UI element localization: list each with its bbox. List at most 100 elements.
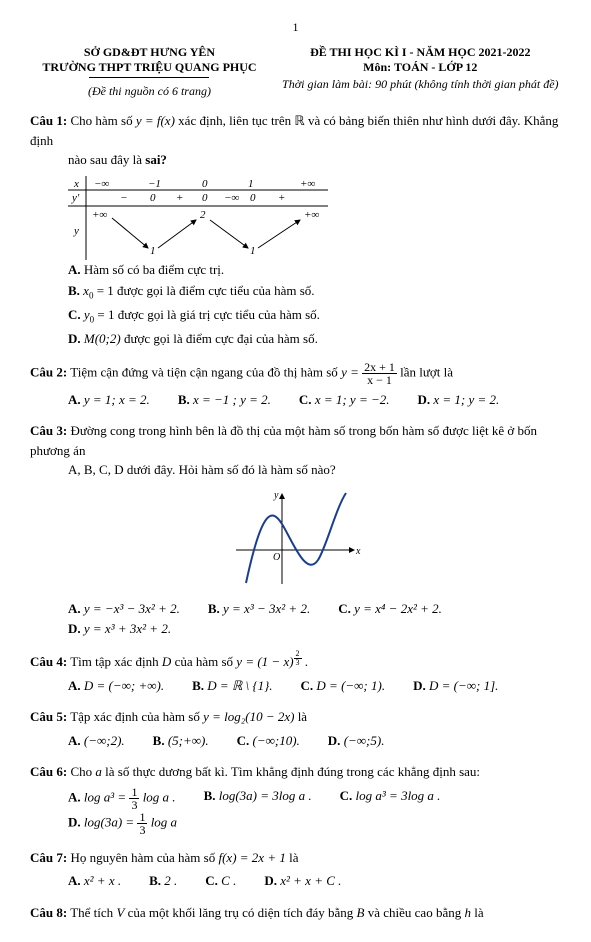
q5-options: A. (−∞;2). B. (5;+∞). C. (−∞;10). D. (−∞… [68, 731, 561, 751]
q2-B-text: x = −1 ; y = 2. [193, 392, 271, 407]
question-1: Câu 1: Cho hàm số y = f(x) xác định, liê… [30, 111, 561, 349]
q8-text-c: và chiều cao bằng [368, 905, 465, 920]
title-main: ĐỀ THI HỌC KÌ I - NĂM HỌC 2021-2022 [280, 45, 561, 60]
header-left: SỞ GD&ĐT HƯNG YÊN TRƯỜNG THPT TRIỆU QUAN… [30, 45, 269, 99]
q6-A-pre: log a³ = [84, 789, 130, 804]
q2-C-text: x = 1; y = −2. [315, 392, 390, 407]
org-school: TRƯỜNG THPT TRIỆU QUANG PHỤC [30, 60, 269, 75]
q1-optB: B. x0 = 1 được gọi là điểm cực tiểu của … [68, 281, 561, 303]
svg-text:y′: y′ [71, 192, 80, 204]
q7-C-text: C . [221, 873, 236, 888]
q3-optD: D. y = x³ + 3x² + 2. [68, 619, 171, 639]
q3-optA: A. y = −x³ − 3x² + 2. [68, 599, 180, 619]
q2-frac-den: x − 1 [362, 374, 397, 386]
q2-text-a: Tiệm cận đứng và tiện cận ngang của đồ t… [70, 364, 341, 379]
q1-text-a: Cho hàm số [70, 113, 135, 128]
q1-fn: y = f(x) [136, 113, 175, 128]
q8-V: V [116, 905, 124, 920]
q2-A-text: y = 1; x = 2. [84, 392, 150, 407]
question-3: Câu 3: Đường cong trong hình bên là đồ t… [30, 421, 561, 638]
q1-label: Câu 1: [30, 113, 67, 128]
org-top: SỞ GD&ĐT HƯNG YÊN [30, 45, 269, 60]
svg-text:O: O [273, 552, 280, 563]
q3-graph-svg: x y O [226, 488, 366, 588]
q6-B-text: log(3a) = 3log a . [219, 788, 312, 803]
q7-optB: B. 2 . [149, 871, 177, 891]
q6-optC: C. log a³ = 3log a . [340, 786, 441, 811]
q4-text-a: Tìm tập xác định [70, 654, 162, 669]
q1-set: ℝ [294, 113, 304, 128]
q5-optA: A. (−∞;2). [68, 731, 125, 751]
q5-label: Câu 5: [30, 709, 67, 724]
q3-optB: B. y = x³ − 3x² + 2. [208, 599, 310, 619]
q1-optD-var: M(0;2) [84, 331, 121, 346]
title-subject: Môn: TOÁN - LỚP 12 [280, 60, 561, 75]
q4-exp-den: 3 [294, 659, 302, 667]
q3-graph: x y O [30, 488, 561, 594]
svg-text:+: + [176, 192, 183, 204]
q4-optA: A. D = (−∞; +∞). [68, 676, 164, 696]
q6-D-post: log a [147, 814, 177, 829]
q3-C-text: y = x⁴ − 2x² + 2. [354, 601, 442, 616]
q5-fn: y = log₂(10 − 2x) [203, 709, 294, 724]
svg-text:+∞: +∞ [92, 209, 107, 221]
q5-A-text: (−∞;2). [84, 733, 125, 748]
svg-text:y: y [73, 225, 79, 237]
q6-optD: D. log(3a) = 13 log a [68, 811, 177, 836]
svg-text:−∞: −∞ [94, 178, 109, 190]
q3-text-a: Đường cong trong hình bên là đồ thị của … [30, 423, 537, 458]
q2-label: Câu 2: [30, 364, 67, 379]
q4-D-text: D = (−∞; 1]. [429, 678, 498, 693]
q4-D: D [162, 654, 171, 669]
question-5: Câu 5: Tập xác định của hàm số y = log₂(… [30, 707, 561, 750]
q4-label: Câu 4: [30, 654, 67, 669]
q5-optC: C. (−∞;10). [237, 731, 300, 751]
q5-C-text: (−∞;10). [253, 733, 300, 748]
q4-options: A. D = (−∞; +∞). B. D = ℝ \ {1}. C. D = … [68, 676, 561, 696]
question-8: Câu 8: Thể tích V của một khối lăng trụ … [30, 903, 561, 923]
q3-optC: C. y = x⁴ − 2x² + 2. [338, 599, 442, 619]
q4-optB: B. D = ℝ \ {1}. [192, 676, 272, 696]
page-number: 1 [30, 20, 561, 35]
q4-optC: C. D = (−∞; 1). [301, 676, 386, 696]
q1-optC: C. y0 = 1 được gọi là giá trị cực tiểu c… [68, 305, 561, 327]
q6-options: A. log a³ = 13 log a . B. log(3a) = 3log… [68, 786, 561, 836]
q1-optD: D. M(0;2) được gọi là điểm cực đại của h… [68, 329, 561, 349]
q7-D-text: x² + x + C . [280, 873, 341, 888]
q2-fraction: 2x + 1 x − 1 [362, 361, 397, 386]
svg-text:2: 2 [200, 209, 206, 221]
q2-frac-num: 2x + 1 [362, 361, 397, 374]
q7-optA: A. x² + x . [68, 871, 121, 891]
q4-A-text: D = (−∞; +∞). [84, 678, 164, 693]
q4-fn: y = (1 − x) [236, 654, 293, 669]
q6-label: Câu 6: [30, 764, 67, 779]
q5-D-text: (−∞;5). [344, 733, 385, 748]
q3-label: Câu 3: [30, 423, 67, 438]
q7-A-text: x² + x . [84, 873, 121, 888]
q1-options: A. Hàm số có ba điểm cực trị. B. x0 = 1 … [68, 260, 561, 349]
q1-variation-table: x −∞ −1 0 1 +∞ y′ − 0 + 0 −∞ 0 + y +∞ 2 … [68, 176, 328, 256]
svg-text:+: + [278, 192, 285, 204]
q2-optC: C. x = 1; y = −2. [299, 390, 390, 410]
q7-text-a: Họ nguyên hàm của hàm số [70, 850, 218, 865]
svg-text:−: − [120, 192, 127, 204]
q2-optD: D. x = 1; y = 2. [418, 390, 500, 410]
note-pages: (Đề thi nguồn có 6 trang) [30, 84, 269, 99]
q2-optA: A. y = 1; x = 2. [68, 390, 150, 410]
q1-optA: A. Hàm số có ba điểm cực trị. [68, 260, 561, 280]
q1-optC-text: = 1 được gọi là giá trị cực tiểu của hàm… [94, 307, 320, 322]
question-6: Câu 6: Cho a là số thực dương bất kì. Tì… [30, 762, 561, 836]
q4-B-text: D = ℝ \ {1}. [207, 678, 272, 693]
q1-text-d-line: nào sau đây là sai? [68, 150, 561, 170]
q2-options: A. y = 1; x = 2. B. x = −1 ; y = 2. C. x… [68, 390, 561, 410]
q7-options: A. x² + x . B. 2 . C. C . D. x² + x + C … [68, 871, 561, 891]
q7-label: Câu 7: [30, 850, 67, 865]
q2-optB: B. x = −1 ; y = 2. [178, 390, 271, 410]
header-right: ĐỀ THI HỌC KÌ I - NĂM HỌC 2021-2022 Môn:… [280, 45, 561, 99]
q6-D-num: 1 [137, 811, 147, 824]
svg-text:0: 0 [250, 192, 256, 204]
q1-text-b: xác định, liên tục trên [178, 113, 294, 128]
q8-label: Câu 8: [30, 905, 67, 920]
svg-text:0: 0 [202, 178, 208, 190]
question-7: Câu 7: Họ nguyên hàm của hàm số f(x) = 2… [30, 848, 561, 891]
